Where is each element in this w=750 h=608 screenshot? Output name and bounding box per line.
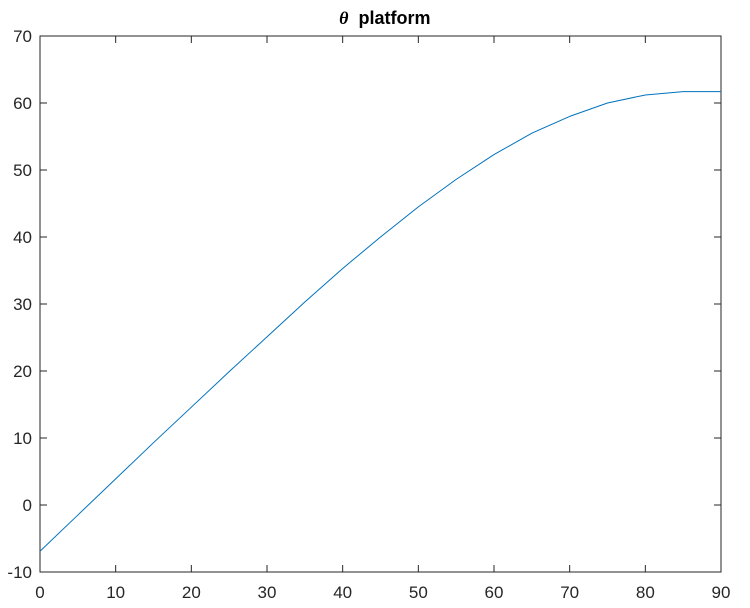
y-tick-label: 50 (13, 161, 32, 180)
y-tick-label: 30 (13, 295, 32, 314)
title-symbol: θ (339, 8, 349, 28)
series-line-1 (39, 91, 721, 552)
x-tick-label: 60 (485, 583, 504, 602)
x-tick-label: 0 (35, 583, 44, 602)
x-tick-label: 50 (409, 583, 428, 602)
x-tick-label: 20 (182, 583, 201, 602)
x-tick-label: 40 (333, 583, 352, 602)
y-tick-label: 10 (13, 429, 32, 448)
y-tick-label: 20 (13, 362, 32, 381)
y-tick-label: 70 (13, 27, 32, 46)
plot-area (39, 35, 722, 573)
title-text: platform (359, 8, 431, 28)
y-tick-label: 40 (13, 228, 32, 247)
y-tick-label: 60 (13, 94, 32, 113)
plot-frame (39, 35, 722, 573)
x-tick-label: 10 (106, 583, 125, 602)
chart-title: θ platform (339, 8, 430, 28)
series-layer (39, 91, 721, 552)
x-tick-label: 90 (712, 583, 731, 602)
y-tick-label: 0 (23, 496, 32, 515)
x-tick-label: 30 (258, 583, 277, 602)
x-tick-label: 70 (560, 583, 579, 602)
x-tick-label: 80 (636, 583, 655, 602)
y-tick-label: -10 (7, 563, 32, 582)
